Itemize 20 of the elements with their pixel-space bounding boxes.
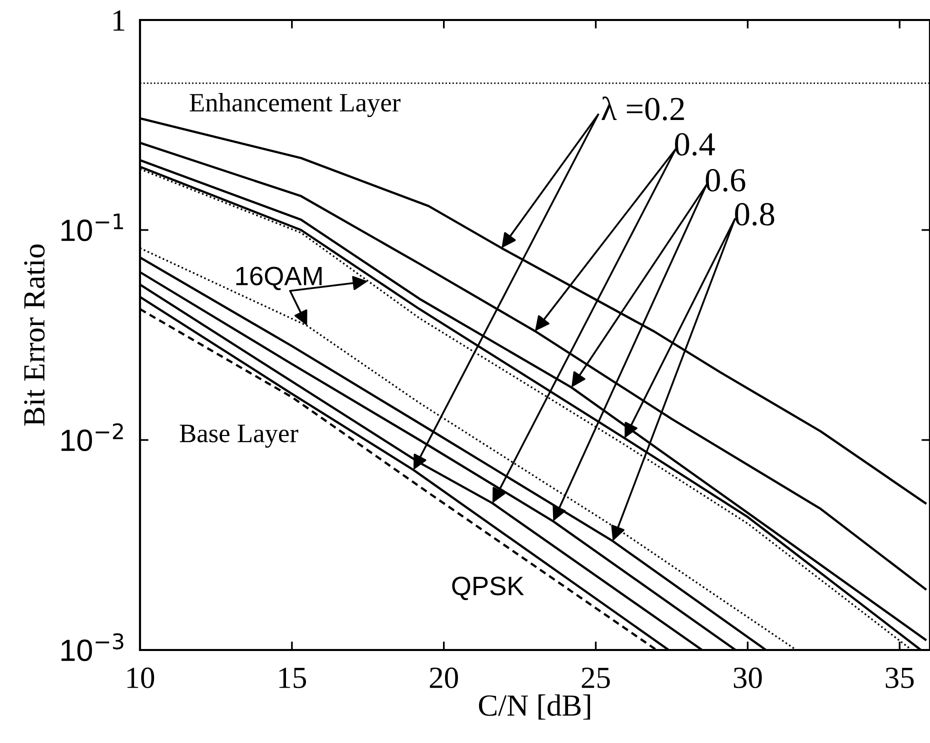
annotation: 0.6 [706,169,746,192]
annotation: λ =0.2 [602,96,684,120]
x-tick-label: 20 [430,668,458,688]
y-tick-label: 1 [114,10,124,31]
annotation: 0.8 [735,203,774,226]
y-axis-title: Bit Error Ratio [24,244,45,426]
annotation: 16QAM [236,266,322,290]
annotation: Base Layer [180,424,298,448]
x-tick-label: 35 [886,668,914,688]
x-tick-label: 15 [279,668,306,688]
y-tick-label: 10$^{−1}$ [62,214,124,242]
annotation: QPSK [452,576,524,600]
x-axis-title: C/N [dB] [478,694,590,720]
x-tick-label: 25 [582,668,610,688]
annotation: Enhancement Layer [190,93,400,118]
annotation: 0.4 [675,133,715,156]
x-tick-label: 10 [127,668,154,688]
x-tick-label: 30 [734,668,762,688]
y-tick-label: 10$^{−2}$ [62,423,123,452]
y-tick-label: 10$^{−3}$ [62,633,124,662]
